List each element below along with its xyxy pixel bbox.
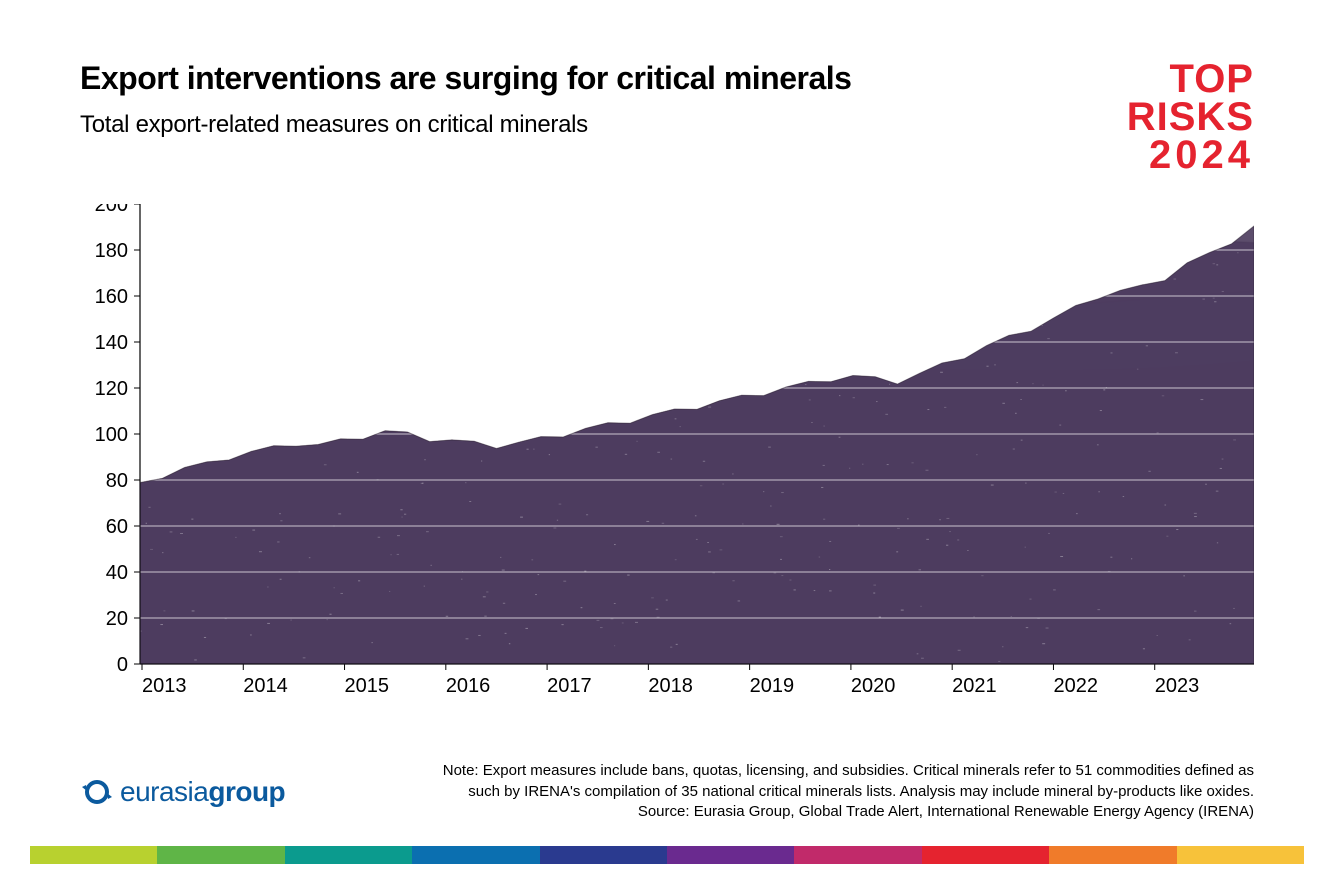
brand-line1: TOP [1127, 60, 1254, 98]
rainbow-segment [794, 846, 921, 864]
note-line: Note: Export measures include bans, quot… [443, 761, 1254, 781]
rainbow-segment [30, 846, 157, 864]
chart-svg: 0 20 40 60 80 100 120 140 160 180 200 2013 2014 2015 2… [80, 204, 1254, 704]
y-tick-label: 80 [106, 470, 128, 492]
x-tick-label: 2015 [345, 675, 390, 697]
note-line: Source: Eurasia Group, Global Trade Aler… [443, 802, 1254, 822]
rainbow-segment [922, 846, 1049, 864]
x-tick-label: 2020 [851, 675, 896, 697]
rainbow-segment [1177, 846, 1304, 864]
y-tick-label: 60 [106, 516, 128, 538]
x-tick-label: 2019 [750, 675, 795, 697]
logo-text: eurasiagroup [120, 776, 285, 808]
y-tick-label: 20 [106, 608, 128, 630]
rainbow-segment [540, 846, 667, 864]
x-tick-label: 2014 [243, 675, 287, 697]
rainbow-segment [667, 846, 794, 864]
logo-mark-icon [80, 775, 114, 809]
x-tick-label: 2017 [547, 675, 592, 697]
y-tick-label: 120 [95, 378, 128, 400]
logo-word-eurasia: eurasia [120, 776, 208, 807]
y-tick-label: 40 [106, 562, 128, 584]
x-tick-label: 2018 [648, 675, 693, 697]
rainbow-segment [1049, 846, 1176, 864]
area-fill [140, 204, 1254, 704]
y-tick-label: 160 [95, 286, 128, 308]
x-tick-label: 2013 [142, 675, 187, 697]
x-tick-label: 2021 [952, 675, 997, 697]
chart-title: Export interventions are surging for cri… [80, 60, 1127, 97]
rainbow-segment [157, 846, 284, 864]
y-tick-label: 180 [95, 240, 128, 262]
y-tick-label: 0 [117, 654, 128, 676]
y-tick-label: 140 [95, 332, 128, 354]
brand-line3: 2024 [1127, 136, 1254, 174]
chart-note: Note: Export measures include bans, quot… [443, 761, 1254, 822]
x-tick-label: 2022 [1053, 675, 1098, 697]
y-tick-label: 100 [95, 424, 128, 446]
rainbow-segment [412, 846, 539, 864]
chart-subtitle: Total export-related measures on critica… [80, 111, 1127, 139]
rainbow-footer-bar [30, 846, 1304, 864]
rainbow-segment [285, 846, 412, 864]
x-tick-label: 2023 [1155, 675, 1200, 697]
note-line: such by IRENA's compilation of 35 nation… [443, 782, 1254, 802]
source-logo: eurasiagroup [80, 775, 285, 809]
brand-line2: RISKS [1127, 98, 1254, 136]
brand-badge: TOP RISKS 2024 [1127, 60, 1254, 174]
area-chart: 0 20 40 60 80 100 120 140 160 180 200 2013 2014 2015 2… [80, 204, 1254, 704]
logo-word-group: group [208, 776, 285, 807]
y-tick-label: 200 [95, 204, 128, 216]
x-tick-label: 2016 [446, 675, 491, 697]
